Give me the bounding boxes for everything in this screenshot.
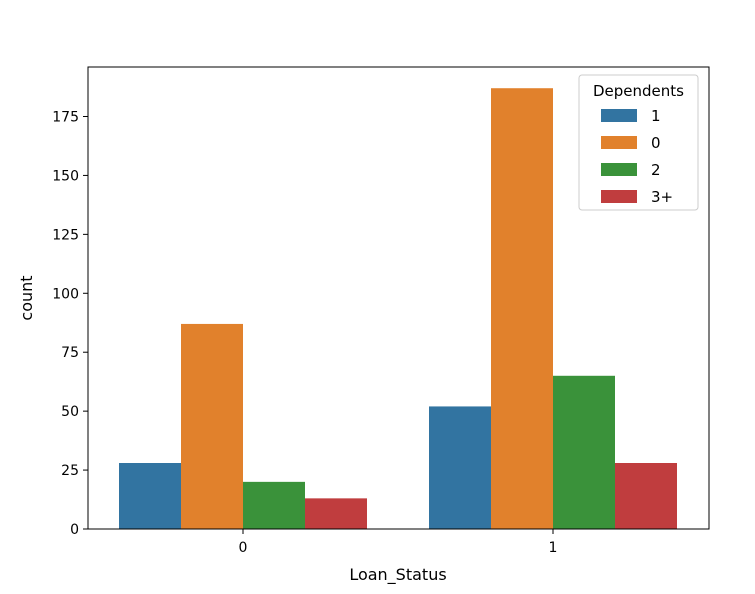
plot-frame: [87, 66, 710, 530]
bar-3+-0: [305, 498, 367, 529]
x-axis-label: Loan_Status: [349, 565, 446, 585]
bar-1-1: [429, 406, 491, 529]
y-tick-label: 0: [70, 522, 79, 538]
legend-swatch-0: [601, 136, 637, 149]
y-tick-label: 150: [52, 168, 79, 184]
bar-0-1: [491, 88, 553, 529]
y-tick-label: 75: [61, 345, 79, 361]
bars-group: [119, 88, 677, 529]
y-tick-label: 175: [52, 110, 79, 126]
x-tick-label: 1: [549, 540, 558, 556]
legend-title: Dependents: [593, 82, 684, 100]
legend-label-1: 1: [651, 107, 661, 125]
legend-label-0: 0: [651, 134, 661, 152]
legend-swatch-3+: [601, 190, 637, 203]
legend-label-2: 2: [651, 161, 661, 179]
y-axis-label: count: [17, 275, 36, 320]
bar-3+-1: [615, 463, 677, 529]
legend-swatch-2: [601, 163, 637, 176]
y-tick-label: 50: [61, 404, 79, 420]
y-tick-label: 25: [61, 463, 79, 479]
y-axis: 0 25 50 75 100 125 150 175: [52, 110, 88, 538]
legend-box: [578, 74, 699, 211]
legend: Dependents 1 0 2 3+: [578, 74, 699, 211]
x-tick-label: 0: [239, 540, 248, 556]
bar-2-0: [243, 481, 305, 529]
y-tick-label: 100: [52, 286, 79, 302]
bar-2-1: [553, 375, 615, 529]
legend-label-3+: 3+: [651, 188, 673, 206]
bar-1-0: [119, 463, 181, 529]
bar-0-0: [181, 323, 243, 529]
y-tick-label: 125: [52, 227, 79, 243]
legend-swatch-1: [601, 109, 637, 122]
